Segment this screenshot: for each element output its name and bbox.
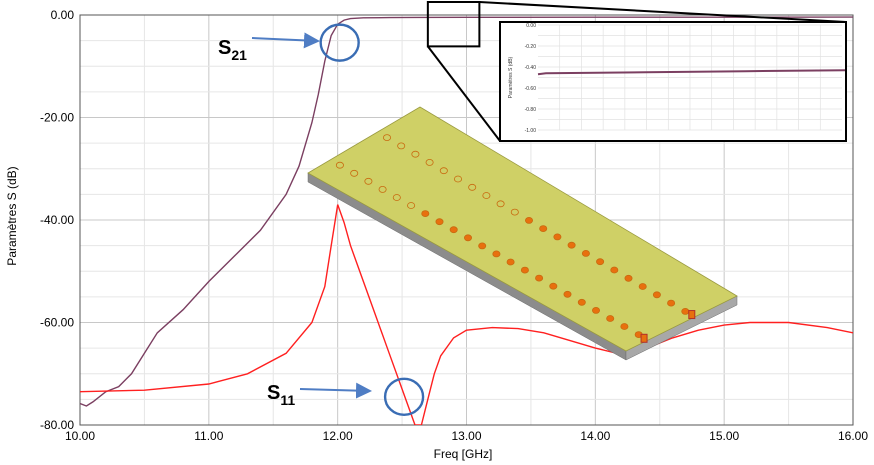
via-hole [350,169,359,177]
inset-y-tick-label: -1.00 [525,128,537,134]
via-hole [525,216,534,224]
x-tick-label: 12.00 [323,429,353,443]
zoom-connector-line [427,45,501,142]
via-hole [567,241,576,249]
via-hole [510,208,519,216]
inset-chart: 0.00 -0.20 -0.40 -0.60 -0.80 -1.00 Paramètres … [426,1,847,142]
annotation-arrow-s11 [299,382,372,399]
inset-y-axis-label: Paramètres S (dB) [508,56,514,98]
y-tick-label: -60.00 [40,316,74,330]
via-hole [397,142,406,150]
via-hole [468,183,477,191]
via-hole [478,242,487,250]
zoom-box [426,1,481,48]
annotation-circle-s21 [319,23,360,62]
series-group [80,16,853,425]
via-hole [382,134,391,142]
annotation-circle-s11 [383,377,425,417]
via-hole [496,200,505,208]
via-hole [378,185,387,193]
inset-frame [499,21,847,142]
via-hole [482,192,491,199]
port-marker [688,310,696,320]
via-hole [453,175,462,183]
annotation-label-s11: S11 [267,382,295,408]
via-hole [449,226,458,234]
series-line-s21 [80,16,853,407]
y-tick-label: -40.00 [40,213,74,227]
via-hole [577,298,586,306]
via-hole [596,258,605,266]
via-hole [581,249,590,257]
series-line-s11 [80,204,853,425]
inset-y-tick-label: -0.20 [525,44,537,50]
via-hole [407,202,416,209]
via-hole [421,210,430,218]
via-hole [392,194,401,201]
y-tick-label: 0.00 [51,8,75,22]
via-hole [506,258,515,266]
via-hole [624,274,633,282]
annotation-label-s21: S21 [218,37,247,63]
inset-y-tick-label: -0.60 [525,86,537,92]
via-hole [364,177,373,185]
via-hole [520,266,529,274]
x-tick-label: 11.00 [194,429,223,443]
via-hole [435,218,444,226]
via-hole [667,299,676,307]
via-hole [563,290,572,298]
via-hole [681,307,690,315]
axes: 10.00 11.00 12.00 13.00 14.00 15.00 16.00 0.00 -… [40,8,868,443]
inset-y-tick-label: 0.00 [526,23,536,29]
via-hole [553,233,562,241]
inset-y-tick-label: -0.40 [525,65,537,71]
y-axis-label: Paramètres S (dB) [5,166,19,265]
via-hole [463,234,472,242]
via-hole [638,283,647,290]
x-axis-label: Freq [GHz] [434,447,493,461]
via-hole [606,315,615,322]
inset-y-tick-label: -0.80 [525,107,537,113]
via-hole [439,167,448,175]
via-hole [335,161,344,169]
via-hole [411,150,420,158]
x-tick-label: 16.00 [838,429,868,443]
zoom-connector-line [479,1,847,23]
via-hole [610,266,619,274]
pcb-illustration [307,106,738,361]
port-marker [640,333,648,343]
via-hole [620,323,629,330]
plot-frame [79,14,854,426]
y-tick-label: -80.00 [40,418,74,432]
x-tick-label: 10.00 [65,429,95,443]
x-tick-label: 15.00 [709,429,739,443]
via-hole [535,274,544,282]
via-hole [492,250,501,258]
x-tick-label: 14.00 [580,429,610,443]
via-hole [592,306,601,314]
pcb-top-surface [307,106,738,352]
via-hole [652,291,661,299]
annotation-arrow-s21 [251,32,320,49]
inset-series-line-s21 [537,69,846,76]
x-tick-label: 13.00 [451,429,481,443]
via-hole [539,225,548,233]
via-hole [425,158,434,166]
via-hole [549,282,558,290]
y-tick-label: -20.00 [40,111,74,125]
annotations: S21 S11 [218,23,425,417]
